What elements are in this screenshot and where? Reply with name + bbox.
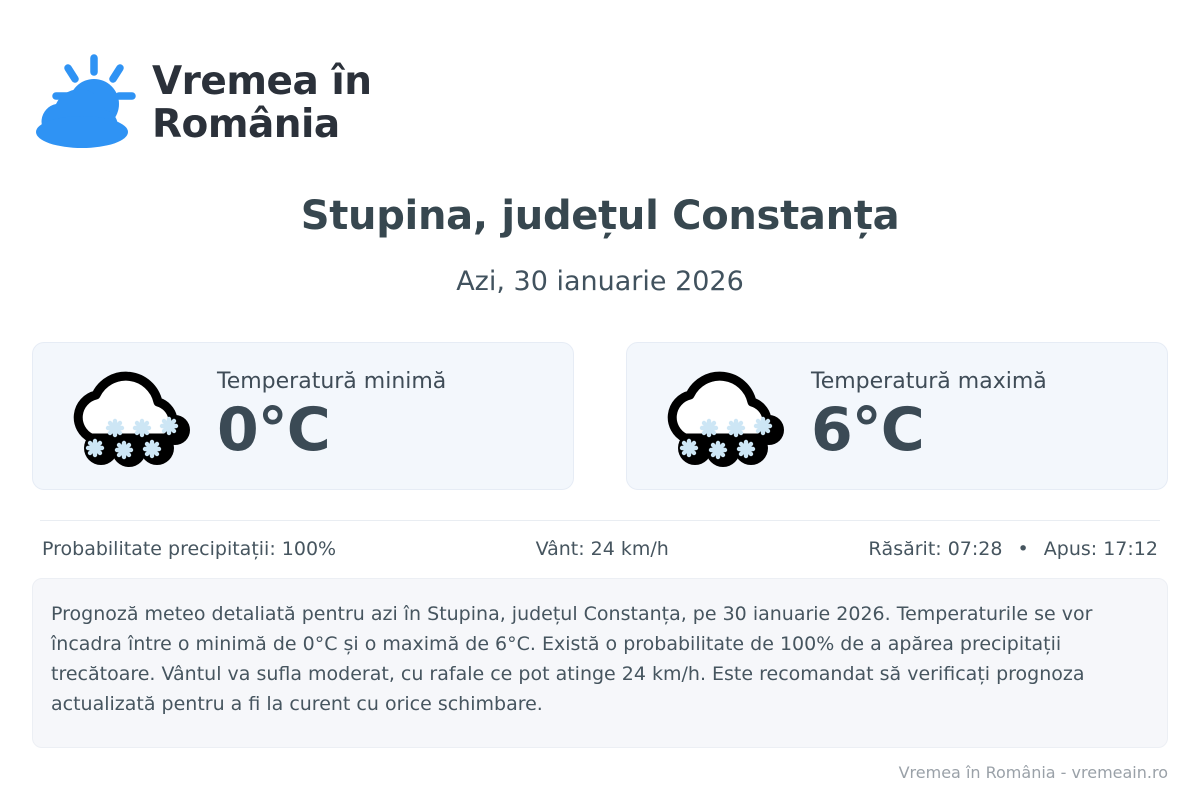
- min-temperature-card: Temperatură minimă 0°C: [32, 342, 574, 490]
- snowflakes: [85, 416, 179, 460]
- precipitation-stat: Probabilitate precipitații: 100%: [42, 538, 337, 560]
- forecast-date: Azi, 30 ianuarie 2026: [456, 266, 744, 297]
- forecast-description-box: Prognoză meteo detaliată pentru azi în S…: [32, 578, 1168, 748]
- max-temperature-value: 6°C: [811, 394, 925, 465]
- page-title: Stupina, județul Constanța: [300, 193, 900, 239]
- sunrise-time: Răsărit: 07:28: [868, 538, 1003, 560]
- max-temperature-label: Temperatură maximă: [811, 369, 1047, 395]
- min-temperature-value: 0°C: [217, 394, 331, 465]
- section-divider: [40, 520, 1160, 521]
- forecast-description: Prognoză meteo detaliată pentru azi în S…: [51, 603, 1093, 715]
- snowflakes: [679, 416, 773, 460]
- min-temperature-text: Temperatură minimă 0°C: [217, 368, 447, 465]
- min-temperature-label: Temperatură minimă: [217, 369, 447, 395]
- max-temperature-text: Temperatură maximă 6°C: [811, 368, 1047, 465]
- weather-stats-row: Probabilitate precipitații: 100% Vânt: 2…: [42, 538, 1158, 560]
- brand-logo-block[interactable]: Vremea în România: [32, 52, 372, 156]
- sun-behind-cloud-icon: [36, 54, 136, 148]
- sun-times-stat: Răsărit: 07:28 • Apus: 17:12: [868, 538, 1158, 560]
- sun-separator: •: [1017, 538, 1029, 560]
- snow-cloud-icon: [73, 371, 190, 467]
- snow-cloud-icon: [667, 371, 784, 467]
- brand-name: Vremea în România: [152, 59, 372, 147]
- max-temperature-card: Temperatură maximă 6°C: [626, 342, 1168, 490]
- temperature-cards: Temperatură minimă 0°C: [32, 342, 1168, 490]
- wind-stat: Vânt: 24 km/h: [535, 538, 669, 560]
- footer-credit: Vremea în România - vremeain.ro: [898, 763, 1168, 782]
- sunset-time: Apus: 17:12: [1043, 538, 1158, 560]
